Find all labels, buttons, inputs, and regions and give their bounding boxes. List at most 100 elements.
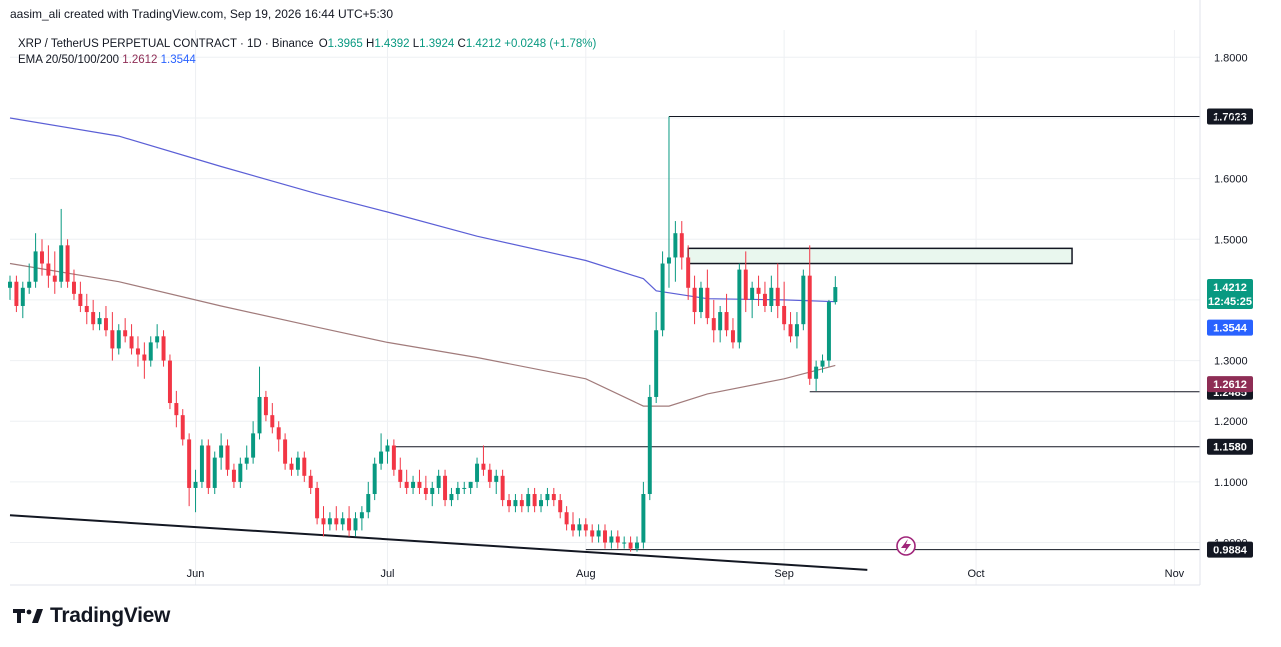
x-tick-label: Jul: [380, 568, 394, 580]
candle: [136, 336, 140, 366]
candle-body: [302, 458, 306, 476]
candle: [98, 312, 102, 330]
candle: [309, 470, 313, 494]
candle: [699, 282, 703, 318]
candle-body: [789, 324, 793, 336]
candle: [430, 482, 434, 506]
candle: [693, 276, 697, 325]
candle-body: [360, 512, 364, 518]
legend-open: 1.3965: [328, 38, 363, 50]
candle: [827, 300, 831, 367]
candle: [277, 421, 281, 451]
legend-high: 1.4392: [374, 38, 409, 50]
candle-body: [34, 251, 38, 281]
candle-body: [162, 336, 166, 360]
candle-body: [264, 397, 268, 415]
candle: [91, 300, 95, 330]
candle: [264, 391, 268, 421]
candle-body: [315, 488, 319, 518]
candle-body: [245, 458, 249, 464]
candle: [705, 270, 709, 325]
candle: [398, 458, 402, 488]
candle-body: [590, 530, 594, 536]
candle-body: [110, 330, 114, 348]
candle-body: [373, 464, 377, 494]
candle-body: [776, 288, 780, 306]
candle: [718, 306, 722, 342]
candle: [507, 494, 511, 512]
candle: [347, 506, 351, 536]
candle: [475, 458, 479, 488]
price-badge-label: 1.4212: [1213, 282, 1247, 294]
candle: [130, 324, 134, 354]
legend-low: 1.3924: [419, 38, 454, 50]
legend-ema-label: EMA 20/50/100/200: [18, 54, 119, 66]
candle-body: [98, 318, 102, 324]
candle-body: [597, 530, 601, 536]
candle-body: [72, 282, 76, 294]
price-badges: 1.421212:45:251.35441.2612: [1207, 279, 1253, 392]
candle: [469, 482, 473, 494]
candle: [149, 336, 153, 366]
candle: [46, 245, 50, 287]
candle: [609, 530, 613, 548]
candle-body: [795, 324, 799, 336]
candle: [117, 324, 121, 354]
candle: [226, 439, 230, 475]
candle-body: [699, 288, 703, 312]
candle: [545, 488, 549, 506]
candle-body: [14, 282, 18, 306]
candle-body: [385, 445, 389, 451]
candle-body: [181, 415, 185, 439]
tradingview-logo-icon: [12, 606, 44, 626]
candle-body: [667, 257, 671, 263]
candle: [622, 536, 626, 548]
candle: [571, 512, 575, 536]
candle: [66, 239, 70, 288]
chart-legend: XRP / TetherUS PERPETUAL CONTRACT · 1D ·…: [18, 36, 596, 68]
x-tick-label: Sep: [774, 568, 794, 580]
candle: [782, 282, 786, 331]
candle: [494, 470, 498, 494]
candle: [712, 300, 716, 342]
candle: [833, 276, 837, 304]
flash-icon[interactable]: [897, 537, 915, 555]
candle-body: [488, 470, 492, 482]
candle: [501, 470, 505, 506]
candle: [8, 276, 12, 300]
candle-body: [91, 312, 95, 324]
candle-body: [513, 500, 517, 506]
candle-body: [417, 482, 421, 488]
candle-body: [251, 433, 255, 457]
candle-body: [725, 312, 729, 330]
y-tick-label: 1.1000: [1214, 477, 1248, 489]
candle: [789, 312, 793, 342]
candle: [14, 276, 18, 312]
candle: [322, 506, 326, 536]
candles: [8, 117, 837, 552]
candle-body: [130, 336, 134, 348]
candle: [654, 312, 658, 403]
candle-body: [78, 294, 82, 306]
candle-body: [46, 264, 50, 276]
candle: [366, 482, 370, 518]
candle: [155, 324, 159, 348]
candle-body: [456, 488, 460, 494]
candle: [814, 361, 818, 391]
y-tick-label: 1.8000: [1214, 52, 1248, 64]
candle: [206, 439, 210, 494]
candle-body: [648, 397, 652, 494]
legend-symbol: XRP / TetherUS PERPETUAL CONTRACT · 1D ·…: [18, 38, 313, 50]
candle: [232, 464, 236, 488]
candle-body: [238, 464, 242, 482]
candle: [488, 464, 492, 488]
candle: [411, 476, 415, 494]
candle-body: [168, 361, 172, 403]
candle: [392, 439, 396, 475]
brand-logo[interactable]: TradingView: [12, 604, 170, 628]
candle-body: [782, 306, 786, 324]
candle-body: [226, 445, 230, 469]
ema-line: [10, 264, 835, 407]
candle-body: [437, 476, 441, 488]
